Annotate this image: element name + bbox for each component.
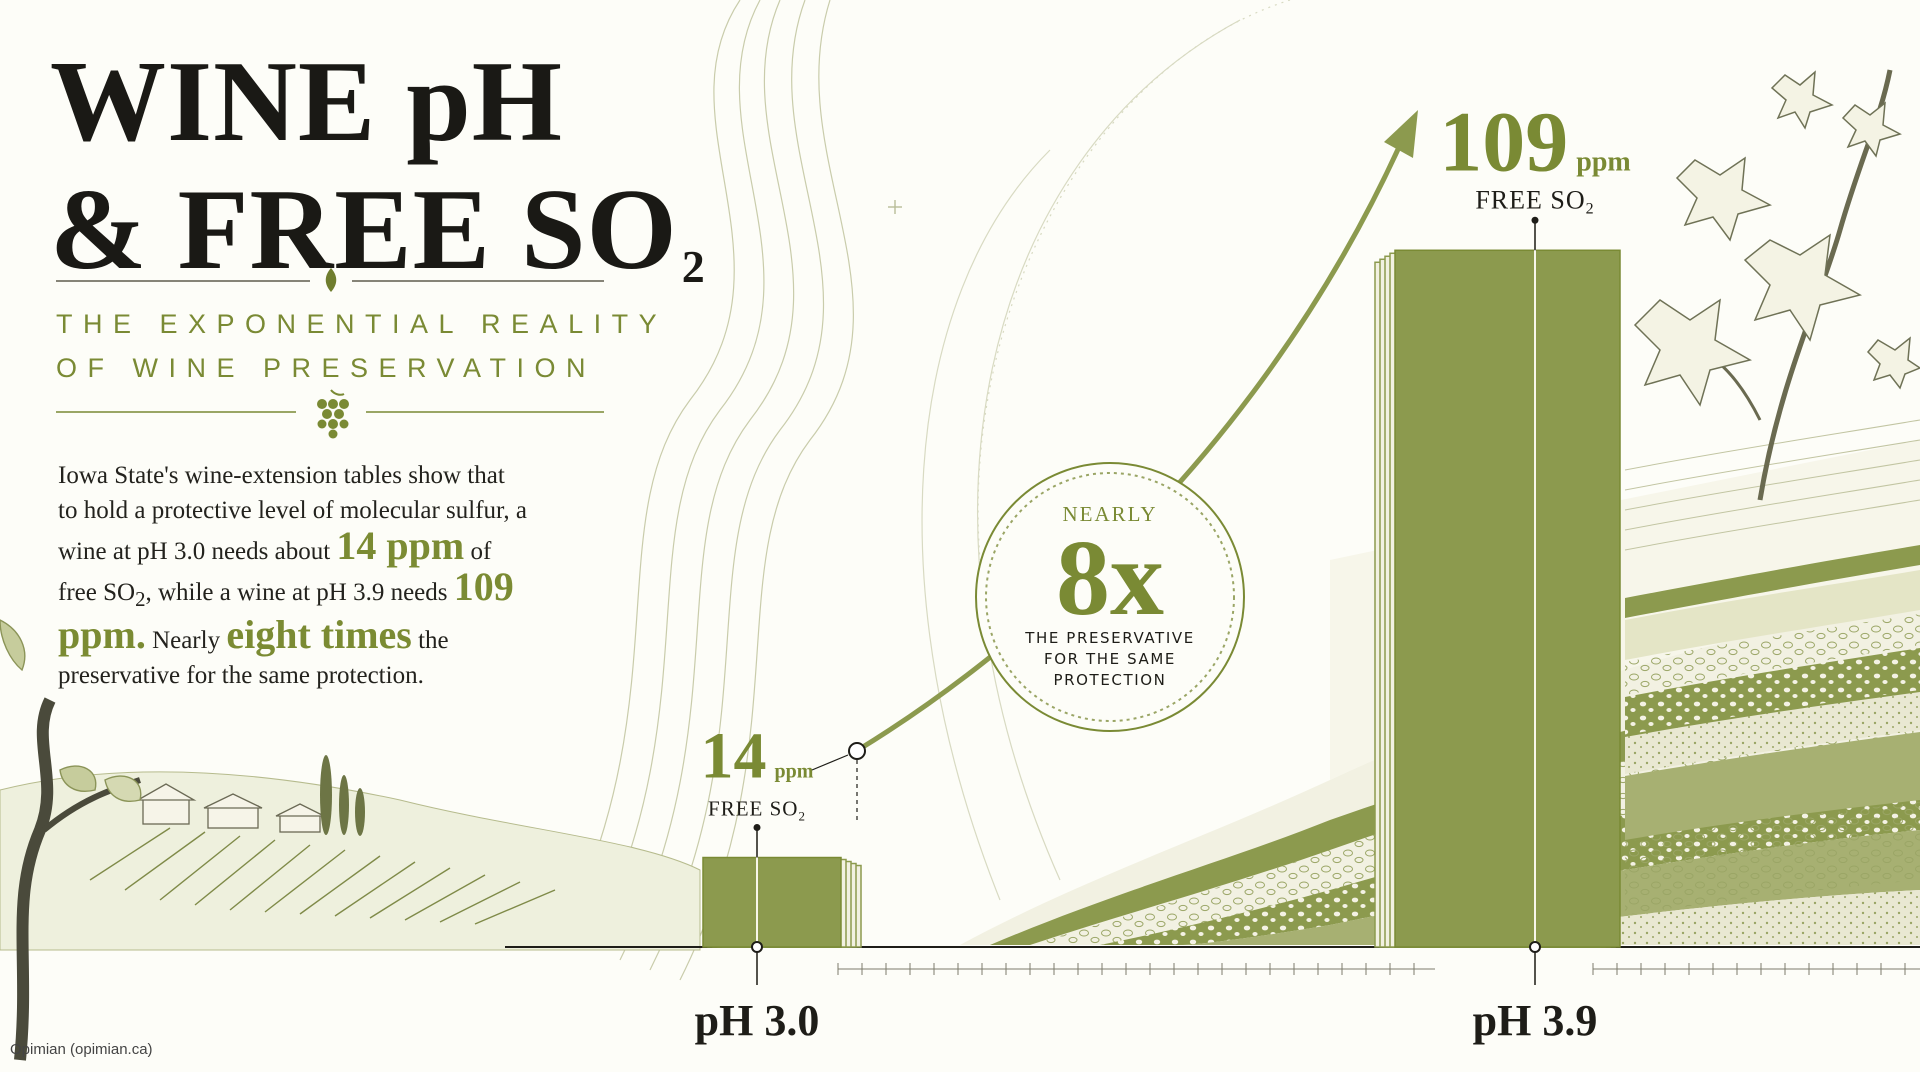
badge-caption-line: PROTECTION bbox=[1053, 671, 1166, 689]
body-paragraph: Iowa State's wine-extension tables show … bbox=[58, 458, 528, 693]
axis-ruler bbox=[837, 963, 1920, 975]
body-text-2: of free SO bbox=[58, 538, 492, 606]
bar-axis-dot bbox=[751, 941, 763, 953]
subtitle: THE EXPONENTIAL REALITY OF WINE PRESERVA… bbox=[56, 302, 668, 390]
x-tick-label: pH 3.0 bbox=[695, 996, 820, 1045]
subtitle-line-1: THE EXPONENTIAL REALITY bbox=[56, 309, 668, 339]
caption-subscript: 2 bbox=[798, 809, 806, 824]
badge-value: 8x bbox=[1056, 519, 1164, 638]
body-text-5: the preservative for the same protection… bbox=[58, 627, 449, 689]
title-line-2: & FREE SO2 bbox=[50, 166, 705, 331]
bar-group-0: pH 3.0 14 ppm FREE SO2 bbox=[695, 720, 862, 1045]
subtitle-line-2: OF WINE PRESERVATION bbox=[56, 353, 597, 383]
badge-caption-line: FOR THE SAME bbox=[1044, 650, 1176, 668]
badge-top-label: NEARLY bbox=[1062, 502, 1157, 526]
vineyard-illustration bbox=[0, 619, 701, 1061]
page-title: WINE pH & FREE SO2 bbox=[50, 38, 705, 331]
source-credit: Opimian (opimian.ca) bbox=[10, 1041, 153, 1058]
data-label-caption: FREE SO2 bbox=[1475, 185, 1594, 217]
body-highlight-109ppm: 109 ppm. bbox=[58, 564, 514, 657]
grape-cluster-icon bbox=[317, 389, 349, 439]
contour-lines-decoration bbox=[559, 0, 1291, 981]
data-label-value: 109 bbox=[1439, 93, 1568, 189]
arrow-head-icon bbox=[1384, 110, 1418, 158]
data-label: 14 ppm bbox=[701, 720, 814, 793]
title-line-2-text: & FREE SO bbox=[50, 166, 678, 294]
arrow-start-dot bbox=[848, 742, 866, 760]
caption-text: FREE SO bbox=[1475, 185, 1585, 214]
bar-axis-dot bbox=[1529, 941, 1541, 953]
data-label: 109 ppm bbox=[1439, 93, 1630, 189]
body-text-3: , while a wine at pH 3.9 needs bbox=[145, 579, 448, 606]
arrow-start-connector bbox=[811, 754, 849, 771]
caption-subscript: 2 bbox=[1586, 200, 1595, 217]
data-label-units: ppm bbox=[775, 761, 814, 783]
bar-marker-dot bbox=[753, 824, 761, 832]
x-tick-label: pH 3.9 bbox=[1473, 996, 1598, 1045]
caption-text: FREE SO bbox=[708, 797, 798, 821]
body-subscript: 2 bbox=[135, 587, 146, 611]
title-divider bbox=[56, 268, 604, 292]
crosshair-decoration bbox=[888, 200, 902, 214]
data-label-caption: FREE SO2 bbox=[708, 797, 806, 824]
body-highlight-eight-times: eight times bbox=[226, 612, 412, 657]
body-text-1: Iowa State's wine-extension tables show … bbox=[58, 462, 527, 565]
bar-marker-dot bbox=[1531, 216, 1539, 224]
title-line-1: WINE pH bbox=[50, 38, 564, 166]
data-label-units: ppm bbox=[1576, 146, 1630, 177]
bar-ph-3-9 bbox=[1394, 249, 1621, 948]
body-highlight-14ppm: 14 ppm bbox=[336, 523, 465, 568]
bar-ph-3-0 bbox=[702, 856, 842, 948]
badge-inner-ring bbox=[985, 472, 1235, 722]
data-label-value: 14 bbox=[701, 720, 767, 793]
badge-outer-ring bbox=[975, 462, 1245, 732]
title-subscript: 2 bbox=[681, 241, 706, 292]
grape-leaf-icon bbox=[1633, 69, 1920, 501]
body-text-4: Nearly bbox=[152, 627, 221, 654]
bar-group-1: pH 3.9 109 ppm FREE SO2 bbox=[1374, 93, 1631, 1045]
badge-caption-line: THE PRESERVATIVE bbox=[1024, 629, 1195, 647]
